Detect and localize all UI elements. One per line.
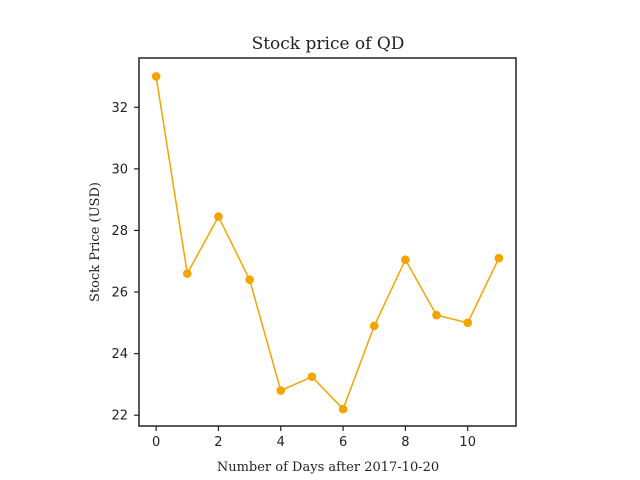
data-point bbox=[432, 310, 441, 320]
x-tick-label: 0 bbox=[152, 435, 160, 450]
data-point bbox=[245, 275, 254, 285]
plot-area-frame bbox=[138, 57, 517, 427]
data-point bbox=[338, 404, 348, 414]
y-axis: 22 24 26 28 30 32 bbox=[111, 101, 139, 424]
y-tick-label: 22 bbox=[111, 409, 128, 424]
data-point bbox=[182, 269, 192, 278]
x-tick-label: 6 bbox=[339, 435, 347, 450]
chart-title: Stock price of QD bbox=[252, 34, 405, 54]
data-point bbox=[214, 212, 223, 221]
data-point bbox=[276, 386, 286, 395]
data-point bbox=[307, 372, 317, 382]
y-tick-label: 32 bbox=[111, 101, 128, 116]
x-tick-label: 4 bbox=[277, 435, 285, 450]
data-point bbox=[401, 255, 410, 265]
x-axis: 0 2 4 6 8 10 bbox=[152, 426, 476, 450]
data-point bbox=[494, 253, 504, 263]
y-tick-label: 30 bbox=[111, 162, 128, 177]
series-line bbox=[155, 76, 500, 411]
data-point bbox=[151, 72, 161, 81]
data-point bbox=[369, 321, 379, 331]
y-axis-label: Stock Price (USD) bbox=[88, 182, 103, 302]
y-tick-label: 24 bbox=[111, 347, 128, 362]
y-tick-label: 28 bbox=[111, 224, 128, 239]
y-tick-label: 26 bbox=[111, 286, 128, 301]
x-tick-label: 10 bbox=[459, 435, 476, 450]
x-tick-label: 8 bbox=[401, 435, 409, 450]
data-point bbox=[463, 318, 473, 328]
x-axis-label: Number of Days after 2017-10-20 bbox=[217, 460, 439, 475]
x-tick-label: 2 bbox=[214, 435, 222, 450]
series-layer bbox=[151, 72, 504, 414]
